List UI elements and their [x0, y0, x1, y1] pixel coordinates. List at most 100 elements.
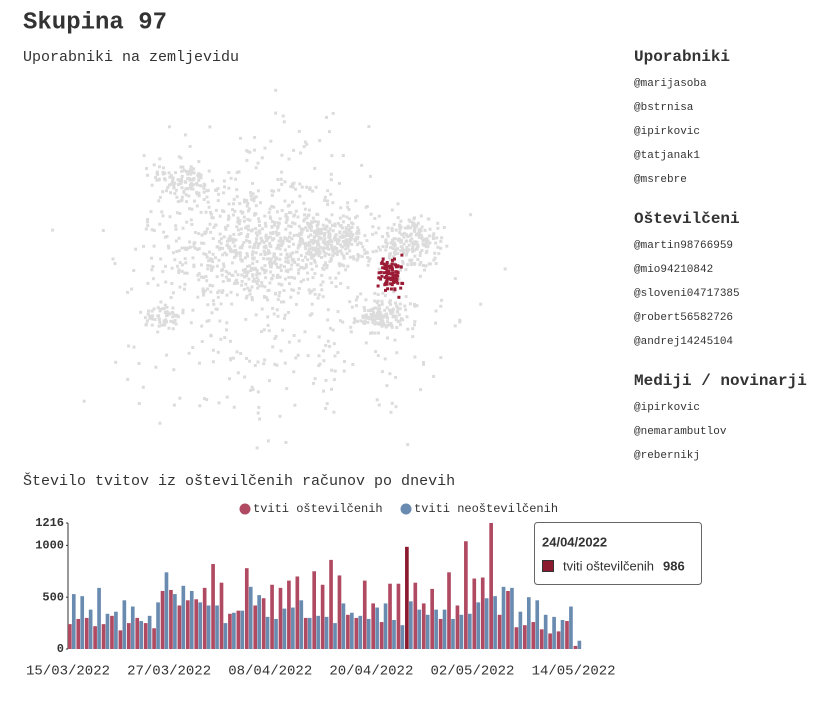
map-dot	[417, 231, 420, 235]
bar	[282, 608, 287, 649]
map-dot	[367, 309, 371, 313]
map-dot	[337, 262, 341, 266]
map-dot	[390, 325, 394, 329]
map-dot	[276, 243, 280, 247]
map-dot	[503, 267, 507, 271]
map-dot	[269, 265, 273, 269]
map-dot	[386, 320, 390, 324]
map-dot	[427, 262, 431, 266]
map-dot	[263, 214, 267, 218]
map-dot	[255, 268, 259, 272]
map-dot	[294, 302, 298, 306]
bar	[152, 628, 156, 649]
map-dot	[417, 235, 421, 239]
map-dot	[411, 335, 415, 339]
map-dot	[376, 354, 380, 358]
map-dot	[330, 224, 334, 227]
map-dot	[276, 314, 280, 318]
map-dot	[180, 186, 184, 190]
map-dot	[298, 182, 302, 186]
map-dot	[332, 378, 336, 382]
map-dot	[317, 228, 321, 231]
map-dot	[293, 403, 297, 407]
map-dot	[385, 306, 389, 310]
map-dot	[313, 220, 317, 223]
map-dot	[217, 289, 221, 293]
map-dot	[392, 222, 396, 226]
map-dot	[346, 243, 350, 247]
map-dot-numbered	[393, 257, 396, 261]
map-dot	[307, 235, 310, 239]
map-dot	[273, 292, 277, 296]
map-dot	[312, 235, 316, 239]
map-dot	[308, 313, 312, 317]
map-dot	[250, 385, 254, 389]
map-dot	[262, 240, 266, 244]
map-dot	[324, 344, 328, 347]
map-dot	[239, 352, 243, 355]
map-dot	[411, 327, 415, 331]
map-dot-numbered	[382, 262, 386, 266]
map-dot	[413, 240, 417, 244]
map-dot	[191, 256, 195, 260]
map-dot	[302, 278, 305, 282]
map-dot	[246, 217, 250, 221]
map-dot	[169, 182, 173, 186]
map-dot	[235, 171, 239, 175]
bar	[447, 572, 451, 649]
map-dot	[165, 313, 169, 317]
map-dot	[323, 242, 327, 246]
map-dot	[334, 276, 338, 280]
bar	[88, 609, 93, 649]
map-dot	[197, 160, 201, 163]
map-dot	[434, 309, 438, 313]
map-dot	[373, 319, 377, 323]
map-dot	[221, 289, 225, 293]
map-dot	[388, 308, 391, 312]
map-dot-numbered	[399, 286, 403, 290]
map-dot-numbered	[384, 274, 388, 278]
map-dot	[278, 247, 282, 251]
map-dot	[169, 191, 173, 195]
bar	[392, 619, 396, 649]
map-dot-numbered	[390, 278, 394, 282]
map-dot	[269, 270, 273, 274]
map-dot	[196, 295, 200, 299]
map-dot	[174, 188, 178, 192]
map-dot-numbered	[389, 264, 392, 268]
map-dot	[378, 310, 382, 314]
map-dot	[397, 313, 401, 317]
map-dot	[268, 241, 272, 245]
map-dot	[251, 192, 255, 196]
map-dot	[381, 319, 385, 323]
map-dot	[269, 257, 273, 261]
map-dot	[419, 388, 423, 392]
map-dot	[223, 336, 227, 340]
bar	[253, 605, 258, 649]
map-dot	[309, 262, 313, 266]
map-dot	[248, 359, 252, 363]
map-dot	[167, 326, 171, 330]
map-dot	[183, 133, 187, 137]
map-dot	[286, 270, 290, 274]
map-dot	[272, 205, 276, 209]
map-dot	[388, 300, 392, 304]
map-dot	[257, 405, 261, 409]
map-dot	[360, 163, 364, 167]
map-dot	[298, 242, 302, 246]
map-dot	[200, 233, 204, 237]
map-dot	[328, 236, 332, 239]
map-dot	[310, 302, 314, 306]
sidebar-title: Uporabniki	[634, 48, 730, 66]
map-dot	[330, 245, 334, 249]
map-dot	[435, 236, 439, 240]
map-dot	[373, 331, 377, 335]
map-dot	[180, 269, 184, 273]
map-dot	[212, 225, 216, 229]
map-dot	[144, 227, 148, 231]
map-dot	[249, 191, 253, 195]
map-dot	[403, 231, 407, 235]
map-dot	[243, 200, 247, 204]
map-dot	[426, 244, 430, 248]
map-dot	[363, 234, 367, 238]
